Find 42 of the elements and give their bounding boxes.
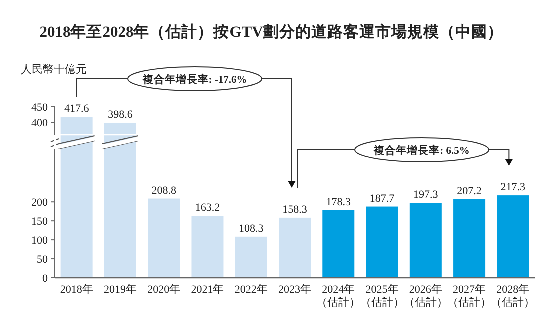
x-tick-label: 2028年（估計）: [491, 284, 536, 309]
y-tick-label: 50: [37, 254, 48, 266]
data-label: 417.6: [64, 103, 90, 116]
bar: [322, 210, 355, 278]
x-tick-label: 2019年: [104, 284, 137, 296]
bar: [410, 203, 442, 278]
data-label: 158.3: [282, 204, 308, 216]
data-label: 208.8: [152, 184, 177, 197]
bar: [148, 198, 180, 278]
chart-title: 2018年至2028年（估計）按GTV劃分的道路客運市場規模（中國）: [40, 22, 504, 41]
x-tick-label: 2027年（估計）: [448, 284, 492, 309]
x-tick-label: 2018年: [60, 284, 94, 296]
y-tick-label: 400: [32, 118, 48, 130]
y-axis-title: 人民幣十億元: [21, 63, 87, 76]
bar: [366, 206, 398, 278]
data-label: 217.3: [500, 182, 526, 194]
annotation: 複合年增長率: 6.5%: [373, 144, 470, 157]
data-label: 207.2: [457, 185, 482, 198]
y-tick-label: 0: [42, 273, 48, 285]
bar: [497, 196, 530, 278]
x-tick-label: 2024年（估計）: [316, 284, 361, 309]
data-label: 108.3: [238, 222, 264, 235]
x-tick-label: 2023年: [278, 284, 312, 296]
bar: [279, 218, 311, 278]
data-label: 178.3: [326, 196, 352, 208]
data-label: 398.6: [108, 108, 134, 121]
x-tick-label: 2025年（估計）: [360, 284, 404, 309]
text: 複合年增長率: -17.6%: [142, 73, 248, 86]
data-label: 187.7: [370, 192, 396, 205]
data-label: 197.3: [414, 189, 439, 202]
y-tick-label: 200: [32, 197, 48, 210]
bar: [454, 199, 486, 278]
bar: [192, 216, 224, 278]
x-tick-label: 2026年（估計）: [404, 284, 448, 309]
y-tick-label: 150: [32, 216, 48, 228]
y-tick-label: 100: [32, 235, 48, 248]
x-tick-label: 2022年: [234, 284, 268, 296]
x-tick-label: 2021年: [191, 284, 224, 296]
data-label: 163.2: [195, 202, 220, 214]
x-tick-label: 2020年: [148, 284, 181, 296]
bar: [235, 236, 268, 278]
y-tick-label: 450: [32, 102, 48, 114]
